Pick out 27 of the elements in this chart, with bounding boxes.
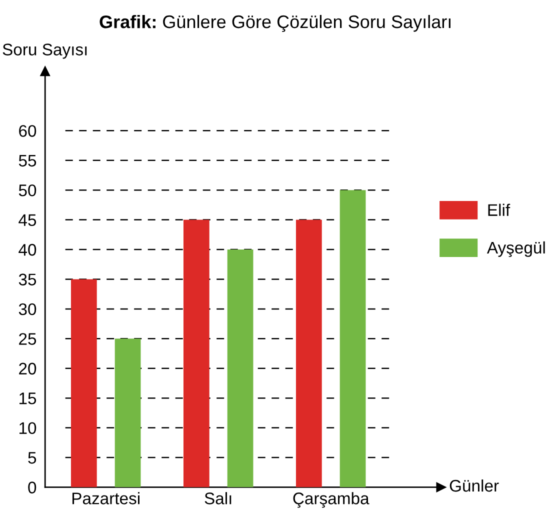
y-tick-label: 0 [28,482,36,494]
x-tick-label: Pazartesi [72,492,140,504]
y-tick-label: 50 [18,184,36,196]
y-tick-label: 60 [19,125,36,137]
bar [296,220,322,488]
bar [183,220,210,488]
bar [340,190,366,488]
y-tick-label: 45 [18,214,36,226]
bar [114,338,141,488]
x-tick-label: Çarşamba [293,492,370,508]
y-tick-label: 40 [18,244,36,256]
chart-title: Grafik: Günlere Göre Çözülen Soru Sayıları [100,14,450,32]
bar [70,279,97,488]
x-axis-title: Günler [450,479,499,492]
y-tick-label: 35 [18,274,36,286]
y-axis-title: Soru Sayısı [2,44,87,59]
legend-label: Elif [488,204,510,216]
y-tick-label: 5 [28,452,36,464]
legend-label: Ayşegül [486,241,545,257]
y-tick-label: 55 [18,154,36,167]
y-tick-label: 10 [20,422,36,434]
x-tick-label: Salı [204,492,232,504]
y-tick-label: 30 [18,303,36,316]
y-tick-label: 15 [20,392,36,404]
y-tick-label: 25 [19,333,36,345]
bar [227,250,254,488]
y-tick-label: 20 [19,362,36,375]
